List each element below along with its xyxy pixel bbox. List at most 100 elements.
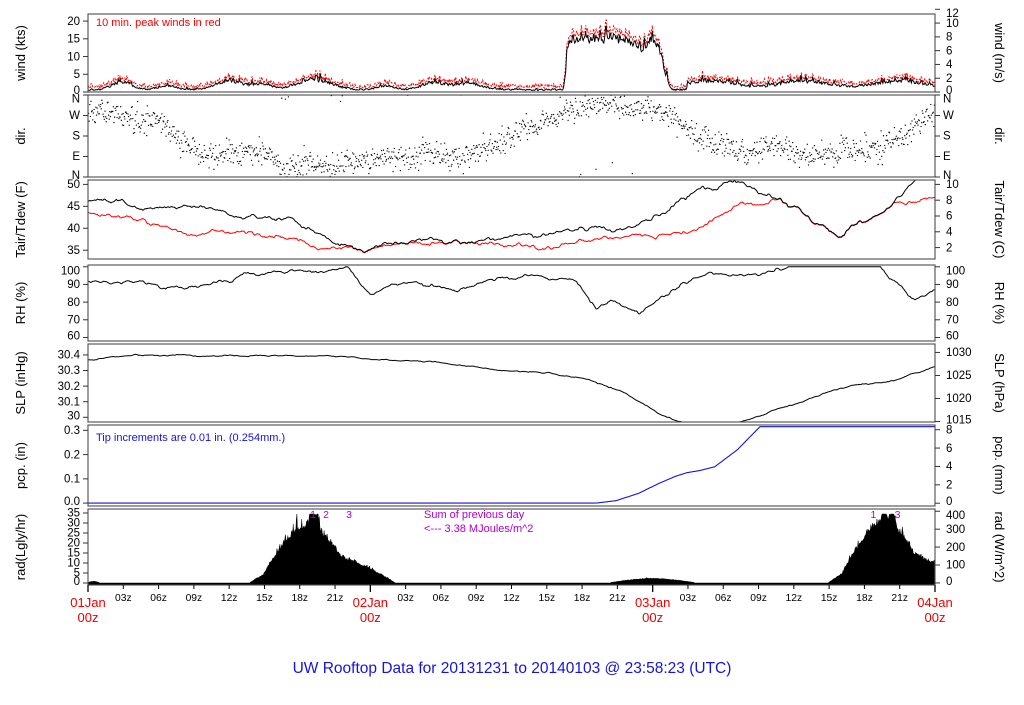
svg-text:80: 80 xyxy=(946,297,959,309)
svg-text:18z: 18z xyxy=(856,593,873,604)
svg-text:6: 6 xyxy=(946,443,952,455)
svg-text:35: 35 xyxy=(67,508,80,520)
svg-text:00z: 00z xyxy=(925,610,946,625)
svg-text:0.2: 0.2 xyxy=(64,449,80,461)
svg-text:06z: 06z xyxy=(715,593,732,604)
svg-text:03z: 03z xyxy=(680,593,697,604)
svg-text:30.2: 30.2 xyxy=(58,381,80,393)
svg-text:400: 400 xyxy=(946,510,965,522)
svg-text:03z: 03z xyxy=(397,593,414,604)
svg-text:70: 70 xyxy=(946,314,959,326)
svg-text:Tip increments are 0.01 in. (0: Tip increments are 0.01 in. (0.254mm.) xyxy=(96,432,285,444)
svg-text:12z: 12z xyxy=(786,593,803,604)
svg-text:15z: 15z xyxy=(821,593,838,604)
svg-text:W: W xyxy=(943,110,954,122)
svg-text:100: 100 xyxy=(61,265,80,277)
svg-text:2: 2 xyxy=(946,242,952,254)
svg-text:00z: 00z xyxy=(78,610,99,625)
svg-text:N: N xyxy=(72,170,80,182)
svg-text:8: 8 xyxy=(946,195,952,207)
svg-text:E: E xyxy=(943,151,951,163)
svg-text:20: 20 xyxy=(67,16,80,28)
svg-text:100: 100 xyxy=(946,265,965,277)
svg-text:09z: 09z xyxy=(468,593,485,604)
svg-text:0.3: 0.3 xyxy=(64,425,80,437)
svg-text:10: 10 xyxy=(67,51,80,63)
svg-text:4: 4 xyxy=(946,226,953,238)
svg-text:<--- 3.38 MJoules/m^2: <--- 3.38 MJoules/m^2 xyxy=(424,523,533,535)
svg-text:10 min. peak winds in red: 10 min. peak winds in red xyxy=(96,17,221,29)
svg-text:100: 100 xyxy=(946,560,965,572)
svg-text:UW Rooftop Data for 20131231: UW Rooftop Data for 20131231 to 20140103… xyxy=(293,660,732,677)
svg-text:45: 45 xyxy=(67,201,80,213)
svg-text:01Jan: 01Jan xyxy=(70,595,105,610)
svg-text:200: 200 xyxy=(946,542,965,554)
svg-text:E: E xyxy=(72,151,80,163)
svg-text:RH (%): RH (%) xyxy=(13,282,28,325)
svg-text:21z: 21z xyxy=(609,593,626,604)
svg-text:rad (W/m^2): rad (W/m^2) xyxy=(992,511,1007,582)
svg-text:1030: 1030 xyxy=(946,347,972,359)
svg-text:80: 80 xyxy=(67,297,80,309)
svg-text:30.4: 30.4 xyxy=(58,350,81,362)
svg-text:N: N xyxy=(72,94,80,106)
svg-text:12z: 12z xyxy=(503,593,520,604)
svg-text:pcp. (mm): pcp. (mm) xyxy=(992,436,1007,495)
svg-text:18z: 18z xyxy=(291,593,308,604)
svg-text:wind (kts): wind (kts) xyxy=(13,25,28,82)
svg-text:3: 3 xyxy=(346,509,352,521)
svg-text:06z: 06z xyxy=(433,593,450,604)
svg-text:dir.: dir. xyxy=(992,127,1007,144)
svg-text:15z: 15z xyxy=(256,593,273,604)
svg-text:1025: 1025 xyxy=(946,370,972,382)
svg-text:300: 300 xyxy=(946,524,965,536)
svg-text:15z: 15z xyxy=(538,593,555,604)
svg-text:Tair/Tdew (F): Tair/Tdew (F) xyxy=(13,181,28,258)
svg-text:1020: 1020 xyxy=(946,393,972,405)
svg-text:30.1: 30.1 xyxy=(58,396,80,408)
svg-text:90: 90 xyxy=(67,279,80,291)
svg-text:Tair/Tdew (C): Tair/Tdew (C) xyxy=(992,180,1007,258)
svg-text:SLP (inHg): SLP (inHg) xyxy=(13,351,28,414)
svg-text:S: S xyxy=(943,131,951,143)
svg-text:0.0: 0.0 xyxy=(64,496,80,508)
svg-text:0: 0 xyxy=(946,496,952,508)
svg-text:6: 6 xyxy=(946,211,952,223)
svg-text:6: 6 xyxy=(946,45,952,57)
svg-text:W: W xyxy=(69,110,80,122)
svg-text:09z: 09z xyxy=(186,593,203,604)
svg-text:8: 8 xyxy=(946,32,952,44)
svg-text:N: N xyxy=(943,170,951,182)
svg-text:Sum of previous day: Sum of previous day xyxy=(424,509,525,521)
svg-text:09z: 09z xyxy=(750,593,767,604)
svg-text:S: S xyxy=(72,131,80,143)
svg-text:21z: 21z xyxy=(327,593,344,604)
svg-text:RH (%): RH (%) xyxy=(992,282,1007,325)
svg-text:70: 70 xyxy=(67,314,80,326)
svg-text:18z: 18z xyxy=(574,593,591,604)
svg-text:00z: 00z xyxy=(360,610,381,625)
svg-text:wind (m/s): wind (m/s) xyxy=(992,22,1007,83)
svg-text:06z: 06z xyxy=(150,593,167,604)
svg-text:12: 12 xyxy=(946,8,959,20)
svg-text:5: 5 xyxy=(74,69,80,81)
svg-text:4: 4 xyxy=(946,59,953,71)
svg-text:3: 3 xyxy=(895,509,901,521)
svg-text:90: 90 xyxy=(946,279,959,291)
svg-text:pcp. (in): pcp. (in) xyxy=(13,442,28,489)
svg-text:1: 1 xyxy=(310,509,316,521)
svg-text:0.1: 0.1 xyxy=(64,474,80,486)
svg-text:00z: 00z xyxy=(642,610,663,625)
svg-text:02Jan: 02Jan xyxy=(353,595,388,610)
svg-text:2: 2 xyxy=(323,509,329,521)
svg-text:60: 60 xyxy=(946,330,959,342)
svg-text:2: 2 xyxy=(946,73,952,85)
svg-text:21z: 21z xyxy=(891,593,908,604)
svg-text:0: 0 xyxy=(946,576,952,588)
svg-text:4: 4 xyxy=(946,461,953,473)
svg-text:N: N xyxy=(943,94,951,106)
svg-text:8: 8 xyxy=(946,424,952,436)
svg-text:04Jan: 04Jan xyxy=(917,595,952,610)
svg-text:rad(Lgly/hr): rad(Lgly/hr) xyxy=(13,514,28,580)
svg-text:15: 15 xyxy=(67,34,80,46)
